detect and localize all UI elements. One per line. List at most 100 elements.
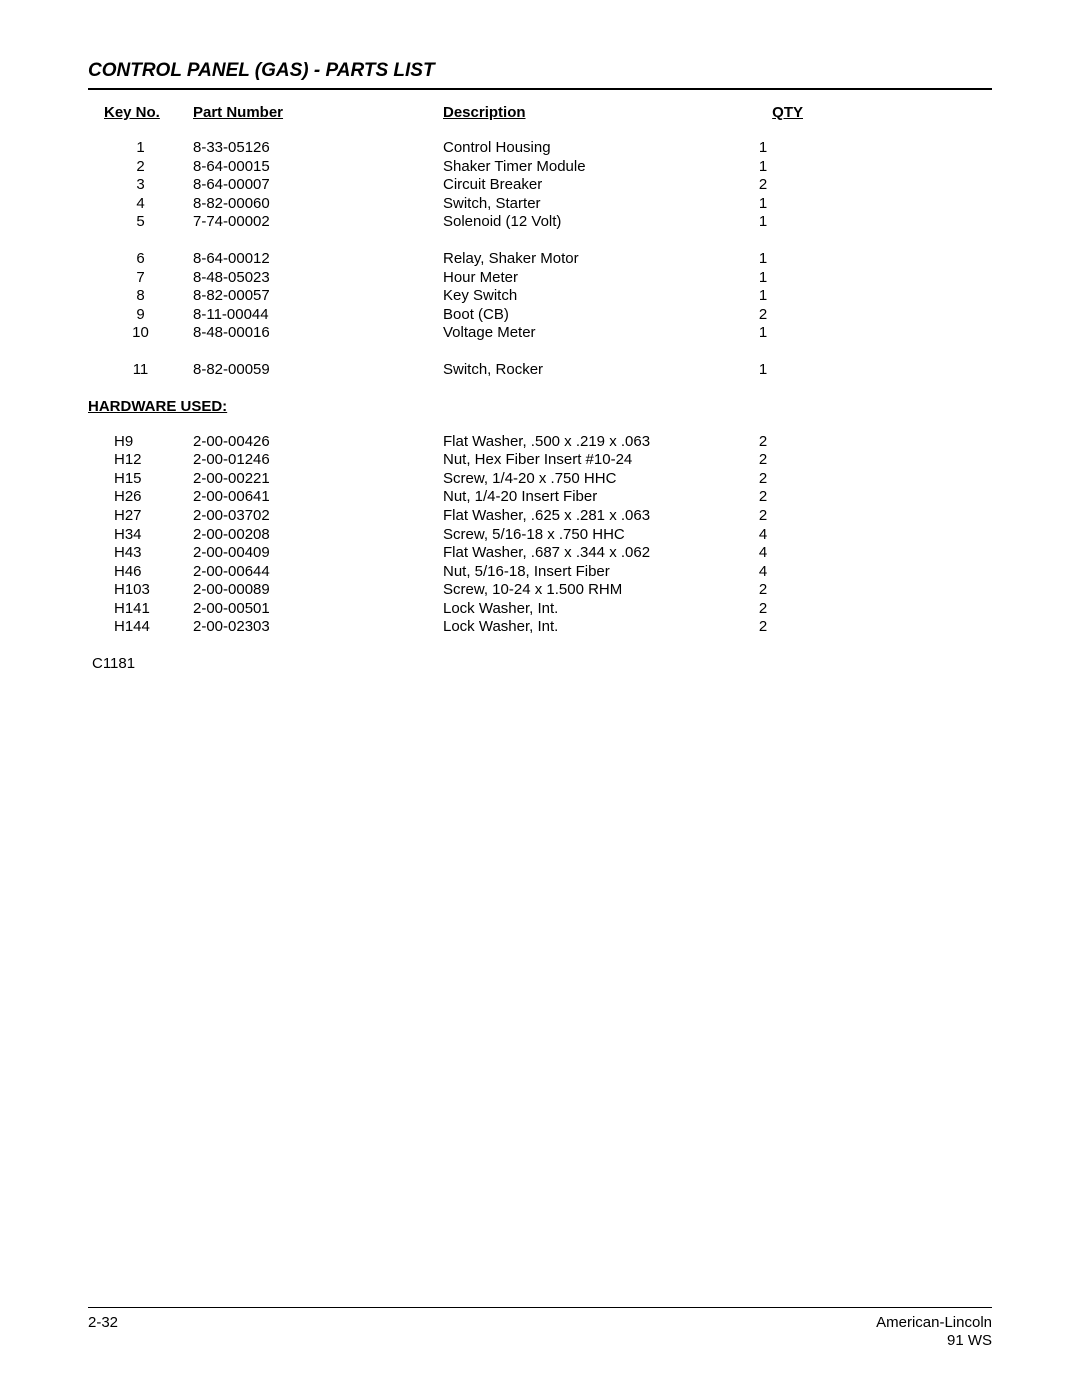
table-row: H1032-00-00089Screw, 10-24 x 1.500 RHM2 xyxy=(88,581,992,600)
page-title: CONTROL PANEL (GAS) - PARTS LIST xyxy=(88,60,992,82)
cell-part: 8-82-00057 xyxy=(193,287,443,306)
table-row: H152-00-00221Screw, 1/4-20 x .750 HHC2 xyxy=(88,470,992,489)
cell-qty: 2 xyxy=(723,600,803,619)
cell-key: 5 xyxy=(88,213,193,232)
cell-qty: 4 xyxy=(723,526,803,545)
cell-desc: Flat Washer, .687 x .344 x .062 xyxy=(443,544,723,563)
cell-desc: Flat Washer, .500 x .219 x .063 xyxy=(443,433,723,452)
cell-qty: 1 xyxy=(723,287,803,306)
group-gap xyxy=(88,343,992,361)
cell-part: 2-00-00501 xyxy=(193,600,443,619)
cell-qty: 2 xyxy=(723,581,803,600)
cell-part: 8-33-05126 xyxy=(193,139,443,158)
cell-qty: 1 xyxy=(723,361,803,380)
cell-qty: 2 xyxy=(723,176,803,195)
cell-part: 8-82-00060 xyxy=(193,195,443,214)
cell-part: 2-00-00089 xyxy=(193,581,443,600)
table-row: H462-00-00644Nut, 5/16-18, Insert Fiber4 xyxy=(88,563,992,582)
cell-part: 2-00-02303 xyxy=(193,618,443,637)
footer-company: American-Lincoln xyxy=(876,1314,992,1333)
cell-qty: 2 xyxy=(723,306,803,325)
footer-rule xyxy=(88,1307,992,1308)
cell-part: 2-00-00221 xyxy=(193,470,443,489)
cell-key: 1 xyxy=(88,139,193,158)
cell-key: 2 xyxy=(88,158,193,177)
cell-key: H46 xyxy=(88,563,193,582)
group-gap xyxy=(88,232,992,250)
cell-desc: Solenoid (12 Volt) xyxy=(443,213,723,232)
table-row: 118-82-00059Switch, Rocker1 xyxy=(88,361,992,380)
cell-qty: 2 xyxy=(723,433,803,452)
table-row: 57-74-00002Solenoid (12 Volt)1 xyxy=(88,213,992,232)
cell-qty: 1 xyxy=(723,250,803,269)
table-row: H1412-00-00501Lock Washer, Int.2 xyxy=(88,600,992,619)
cell-key: 6 xyxy=(88,250,193,269)
cell-desc: Control Housing xyxy=(443,139,723,158)
cell-key: H103 xyxy=(88,581,193,600)
cell-key: 8 xyxy=(88,287,193,306)
cell-desc: Flat Washer, .625 x .281 x .063 xyxy=(443,507,723,526)
cell-qty: 1 xyxy=(723,324,803,343)
table-row: H262-00-00641Nut, 1/4-20 Insert Fiber2 xyxy=(88,488,992,507)
cell-desc: Shaker Timer Module xyxy=(443,158,723,177)
cell-part: 2-00-03702 xyxy=(193,507,443,526)
cell-part: 2-00-00641 xyxy=(193,488,443,507)
cell-desc: Key Switch xyxy=(443,287,723,306)
cell-desc: Voltage Meter xyxy=(443,324,723,343)
cell-key: H9 xyxy=(88,433,193,452)
title-rule xyxy=(88,88,992,90)
cell-qty: 1 xyxy=(723,139,803,158)
cell-part: 2-00-00644 xyxy=(193,563,443,582)
cell-qty: 1 xyxy=(723,195,803,214)
cell-qty: 1 xyxy=(723,213,803,232)
reference-code: C1181 xyxy=(88,655,992,672)
cell-key: H27 xyxy=(88,507,193,526)
table-row: 38-64-00007Circuit Breaker2 xyxy=(88,176,992,195)
hardware-section-label: HARDWARE USED: xyxy=(88,398,992,415)
cell-desc: Hour Meter xyxy=(443,269,723,288)
cell-part: 8-82-00059 xyxy=(193,361,443,380)
cell-desc: Lock Washer, Int. xyxy=(443,600,723,619)
cell-qty: 2 xyxy=(723,618,803,637)
cell-key: H26 xyxy=(88,488,193,507)
cell-desc: Switch, Starter xyxy=(443,195,723,214)
header-desc: Description xyxy=(443,104,723,121)
cell-key: 4 xyxy=(88,195,193,214)
hardware-table-body: H92-00-00426Flat Washer, .500 x .219 x .… xyxy=(88,433,992,638)
cell-desc: Nut, 5/16-18, Insert Fiber xyxy=(443,563,723,582)
table-row: H272-00-03702Flat Washer, .625 x .281 x … xyxy=(88,507,992,526)
table-row: 108-48-00016Voltage Meter1 xyxy=(88,324,992,343)
cell-key: H15 xyxy=(88,470,193,489)
header-qty: QTY xyxy=(723,104,803,121)
page-footer: 2-32 American-Lincoln 91 WS xyxy=(88,1307,992,1352)
cell-qty: 1 xyxy=(723,269,803,288)
cell-desc: Circuit Breaker xyxy=(443,176,723,195)
cell-part: 7-74-00002 xyxy=(193,213,443,232)
cell-part: 2-00-00426 xyxy=(193,433,443,452)
cell-key: H34 xyxy=(88,526,193,545)
parts-table-body: 18-33-05126Control Housing128-64-00015Sh… xyxy=(88,139,992,380)
cell-qty: 4 xyxy=(723,563,803,582)
table-row: 48-82-00060Switch, Starter1 xyxy=(88,195,992,214)
cell-key: H12 xyxy=(88,451,193,470)
cell-part: 8-48-00016 xyxy=(193,324,443,343)
table-row: 28-64-00015Shaker Timer Module1 xyxy=(88,158,992,177)
table-row: 88-82-00057Key Switch1 xyxy=(88,287,992,306)
table-row: 18-33-05126Control Housing1 xyxy=(88,139,992,158)
cell-key: 11 xyxy=(88,361,193,380)
header-part: Part Number xyxy=(193,104,443,121)
table-row: 68-64-00012Relay, Shaker Motor1 xyxy=(88,250,992,269)
cell-part: 8-11-00044 xyxy=(193,306,443,325)
cell-key: 9 xyxy=(88,306,193,325)
cell-part: 8-64-00012 xyxy=(193,250,443,269)
cell-key: 3 xyxy=(88,176,193,195)
table-row: 78-48-05023Hour Meter1 xyxy=(88,269,992,288)
cell-qty: 2 xyxy=(723,507,803,526)
cell-qty: 2 xyxy=(723,470,803,489)
cell-part: 8-64-00007 xyxy=(193,176,443,195)
footer-model: 91 WS xyxy=(876,1332,992,1351)
header-key: Key No. xyxy=(88,104,193,121)
cell-key: 7 xyxy=(88,269,193,288)
table-row: H432-00-00409Flat Washer, .687 x .344 x … xyxy=(88,544,992,563)
cell-part: 2-00-00409 xyxy=(193,544,443,563)
